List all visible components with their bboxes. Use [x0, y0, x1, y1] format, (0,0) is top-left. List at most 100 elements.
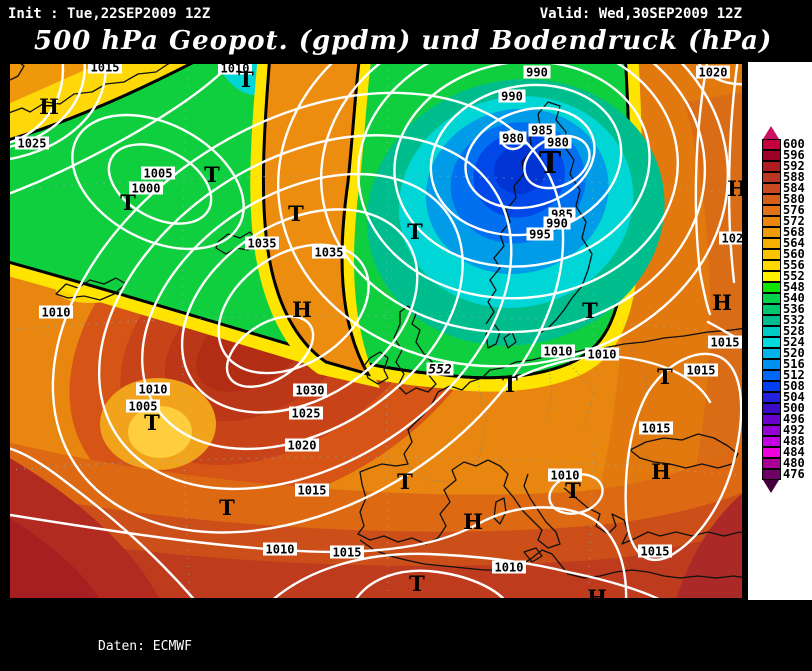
- colorbar-swatch: [762, 293, 781, 304]
- low-center-label: T: [539, 146, 562, 181]
- colorbar-tick-label: 596: [783, 148, 805, 162]
- colorbar-tick-label: 560: [783, 247, 805, 261]
- isobar-label: 1005: [126, 399, 160, 414]
- colorbar-swatch: [762, 249, 781, 260]
- colorbar-tick-label: 532: [783, 313, 805, 327]
- colorbar-entry: 532: [762, 313, 805, 327]
- svg-text:990: 990: [546, 217, 568, 231]
- colorbar-tick-label: 584: [783, 181, 805, 195]
- colorbar-bottom-arrow-icon: [763, 480, 779, 493]
- colorbar-swatch: [762, 315, 781, 326]
- colorbar-entry: 528: [762, 324, 805, 338]
- svg-text:1010: 1010: [221, 62, 250, 76]
- svg-text:1010: 1010: [588, 348, 617, 362]
- colorbar-tick-label: 564: [783, 236, 805, 250]
- isobar-label: 1020: [719, 231, 753, 246]
- svg-text:1020: 1020: [288, 439, 317, 453]
- high-center-label: H: [587, 585, 607, 600]
- svg-text:1015: 1015: [711, 336, 740, 350]
- colorbar-entry: 568: [762, 225, 805, 239]
- high-center-label: H: [39, 94, 59, 119]
- isobar-label: 1005: [141, 166, 175, 181]
- colorbar-entry: 592: [762, 160, 805, 172]
- isobar-label: 985: [528, 123, 556, 138]
- colorbar-entry: 588: [762, 170, 805, 184]
- svg-text:1000: 1000: [132, 182, 161, 196]
- svg-text:1015: 1015: [298, 484, 327, 498]
- isobar-label: 1010: [218, 61, 252, 76]
- isobar-label: 980: [499, 131, 527, 146]
- colorbar-entry: 576: [762, 203, 805, 217]
- colorbar-entry: 536: [762, 302, 805, 316]
- svg-text:1015: 1015: [641, 545, 670, 559]
- colorbar-tick-label: 528: [783, 324, 805, 338]
- svg-text:980: 980: [502, 132, 524, 146]
- colorbar-entry: 476: [762, 468, 805, 480]
- svg-text:1015: 1015: [333, 546, 362, 560]
- colorbar-swatch: [762, 348, 781, 359]
- colorbar-entry: 520: [762, 346, 805, 360]
- geopotential-colorbar: 600 596 592 588 584 580 576 572 568 564 560 556 552 5…: [762, 126, 805, 493]
- colorbar-swatch: [762, 370, 781, 381]
- svg-text:1020: 1020: [722, 232, 744, 246]
- low-center-label: T: [219, 495, 235, 520]
- colorbar-swatch: [762, 458, 781, 469]
- geopotential-contour-label: 552: [426, 362, 454, 378]
- colorbar-entry: 504: [762, 390, 805, 404]
- colorbar-tick-label: 504: [783, 390, 805, 404]
- footer-credits: Daten: ECMWF (C) Wetterzentrale www.wett…: [98, 607, 262, 671]
- colorbar-swatch: [762, 205, 781, 216]
- colorbar-tick-label: 588: [783, 170, 805, 184]
- colorbar-entry: 540: [762, 292, 805, 304]
- colorbar-entry: 496: [762, 412, 805, 426]
- colorbar-panel: 600 596 592 588 584 580 576 572 568 564 560 556 552 5…: [748, 62, 812, 600]
- colorbar-tick-label: 552: [783, 269, 805, 283]
- colorbar-swatch: [762, 183, 781, 194]
- colorbar-swatch: [762, 381, 781, 392]
- colorbar-entry: 584: [762, 181, 805, 195]
- low-center-label: T: [288, 201, 304, 226]
- isobar-label: 990: [498, 89, 526, 104]
- svg-text:1010: 1010: [551, 469, 580, 483]
- isobar-label: 1000: [129, 181, 163, 196]
- data-source-label: Daten: ECMWF: [98, 639, 192, 654]
- colorbar-tick-label: 536: [783, 302, 805, 316]
- isobar-label: 1010: [541, 344, 575, 359]
- low-center-label: T: [657, 364, 673, 389]
- colorbar-tick-label: 520: [783, 346, 805, 360]
- colorbar-swatch: [762, 238, 781, 249]
- colorbar-entry: 500: [762, 401, 805, 415]
- colorbar-entry: 492: [762, 424, 805, 436]
- isobar-label: 1015: [638, 544, 672, 559]
- svg-text:1015: 1015: [687, 364, 716, 378]
- colorbar-tick-label: 508: [783, 379, 805, 393]
- colorbar-swatch: [762, 425, 781, 436]
- svg-text:1035: 1035: [315, 246, 344, 260]
- low-center-label: T: [407, 219, 423, 244]
- colorbar-entry: 552: [762, 269, 805, 283]
- map-frame: [8, 62, 744, 600]
- svg-text:1005: 1005: [129, 400, 158, 414]
- colorbar-entry: 516: [762, 358, 805, 370]
- svg-text:552: 552: [428, 363, 452, 378]
- isobar-label: 1010: [136, 382, 170, 397]
- isobar-label: 1030: [293, 383, 327, 398]
- colorbar-tick-label: 488: [783, 434, 805, 448]
- isobar-label: 1035: [245, 236, 279, 251]
- colorbar-entry: 596: [762, 148, 805, 162]
- colorbar-swatch: [762, 359, 781, 370]
- colorbar-entry: 480: [762, 457, 805, 469]
- colorbar-tick-label: 576: [783, 203, 805, 217]
- svg-text:1025: 1025: [292, 407, 321, 421]
- colorbar-top-arrow-icon: [763, 126, 779, 139]
- colorbar-tick-label: 500: [783, 401, 805, 415]
- colorbar-entry: 488: [762, 434, 805, 448]
- colorbar-swatch: [762, 304, 781, 315]
- colorbar-entry: 564: [762, 236, 805, 250]
- low-center-label: T: [204, 162, 220, 187]
- colorbar-tick-label: 568: [783, 225, 805, 239]
- svg-text:1010: 1010: [544, 345, 573, 359]
- colorbar-tick-label: 496: [783, 412, 805, 426]
- svg-text:1030: 1030: [296, 384, 325, 398]
- svg-text:990: 990: [526, 66, 548, 80]
